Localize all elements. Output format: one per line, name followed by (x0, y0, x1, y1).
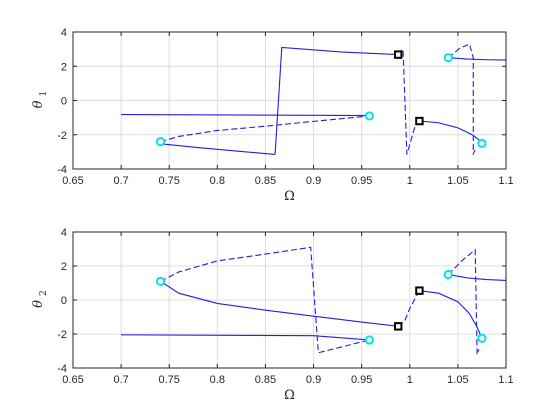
y-axis-label-subscript: 2 (39, 290, 49, 296)
series-line-3 (274, 46, 399, 155)
x-tick-label: 1.1 (498, 175, 513, 187)
series-line-8 (448, 57, 507, 61)
y-tick-label: -2 (57, 329, 67, 341)
x-tick-label: 1.05 (447, 175, 468, 187)
y-tick-label: 0 (61, 295, 67, 307)
x-tick-label: 0.7 (113, 175, 128, 187)
y-tick-label: 0 (61, 96, 67, 108)
x-tick-label: 0.65 (62, 374, 83, 386)
x-tick-label: 0.8 (210, 175, 225, 187)
x-tick-label: 0.9 (306, 175, 321, 187)
plot-theta2: 0.65 0.7 0.75 0.8 0.85 0.9 0.95 1 1.05 1.1 4 2 0 -2 -4… (31, 227, 514, 403)
x-tick-label: 1.1 (498, 374, 513, 386)
x-tick-label: 0.8 (210, 374, 225, 386)
series-line-6 (447, 248, 480, 355)
series-line-7 (447, 43, 476, 156)
x-tick-label: 0.85 (255, 374, 276, 386)
bifurcation-marker-circle (364, 111, 374, 121)
x-tick-label: 0.95 (351, 374, 372, 386)
x-tick-label: 0.75 (159, 175, 180, 187)
x-tick-label: 1 (407, 175, 413, 187)
y-axis-label-subscript: 1 (39, 91, 49, 97)
plot-theta1: 0.65 0.7 0.75 0.8 0.85 0.9 0.95 1 1.05 1.1 4 2 0 -2 -4… (31, 27, 514, 204)
bifurcation-marker-circle (443, 269, 453, 280)
y-tick-label: 2 (61, 61, 67, 73)
x-tick-label: 0.85 (255, 175, 276, 187)
bifurcation-marker-square (415, 116, 424, 126)
x-tick-label: 1.05 (447, 374, 468, 386)
y-axis-label: θ1 (31, 91, 49, 109)
bifurcation-marker-square (394, 322, 403, 331)
bifurcation-marker-circle (477, 333, 487, 343)
y-tick-label: -4 (57, 363, 67, 375)
y-tick-label: -2 (57, 130, 67, 142)
bifurcation-marker-circle (477, 138, 487, 148)
x-tick-label: 0.7 (113, 374, 128, 386)
bifurcation-marker-square (394, 50, 403, 59)
bifurcation-marker-circle (155, 137, 166, 147)
y-tick-label: 2 (61, 261, 67, 273)
series-line-1 (121, 113, 372, 117)
series-line-2 (160, 280, 399, 327)
y-axis-label: θ2 (31, 290, 49, 308)
series-line-1 (121, 334, 370, 341)
x-axis-label: Ω (284, 388, 295, 403)
x-tick-label: 0.95 (351, 175, 372, 187)
series-line-4 (160, 115, 370, 143)
y-axis-label-symbol: θ (31, 300, 46, 308)
bifurcation-marker-circle (155, 276, 166, 286)
series-line-5 (419, 290, 483, 339)
y-tick-label: 4 (61, 227, 67, 239)
bifurcation-marker-square (415, 286, 424, 295)
series-line-3 (160, 246, 370, 354)
x-axis-label: Ω (284, 189, 295, 204)
x-tick-label: 1 (407, 374, 413, 386)
bifurcation-marker-circle (443, 53, 453, 63)
y-tick-label: -4 (57, 164, 67, 176)
x-tick-label: 0.65 (62, 175, 83, 187)
y-tick-label: 4 (61, 27, 67, 39)
x-tick-label: 0.9 (306, 374, 321, 386)
x-tick-label: 0.75 (159, 374, 180, 386)
bifurcation-marker-circle (364, 335, 374, 345)
series-line-7 (448, 273, 507, 281)
y-axis-label-symbol: θ (31, 100, 46, 108)
